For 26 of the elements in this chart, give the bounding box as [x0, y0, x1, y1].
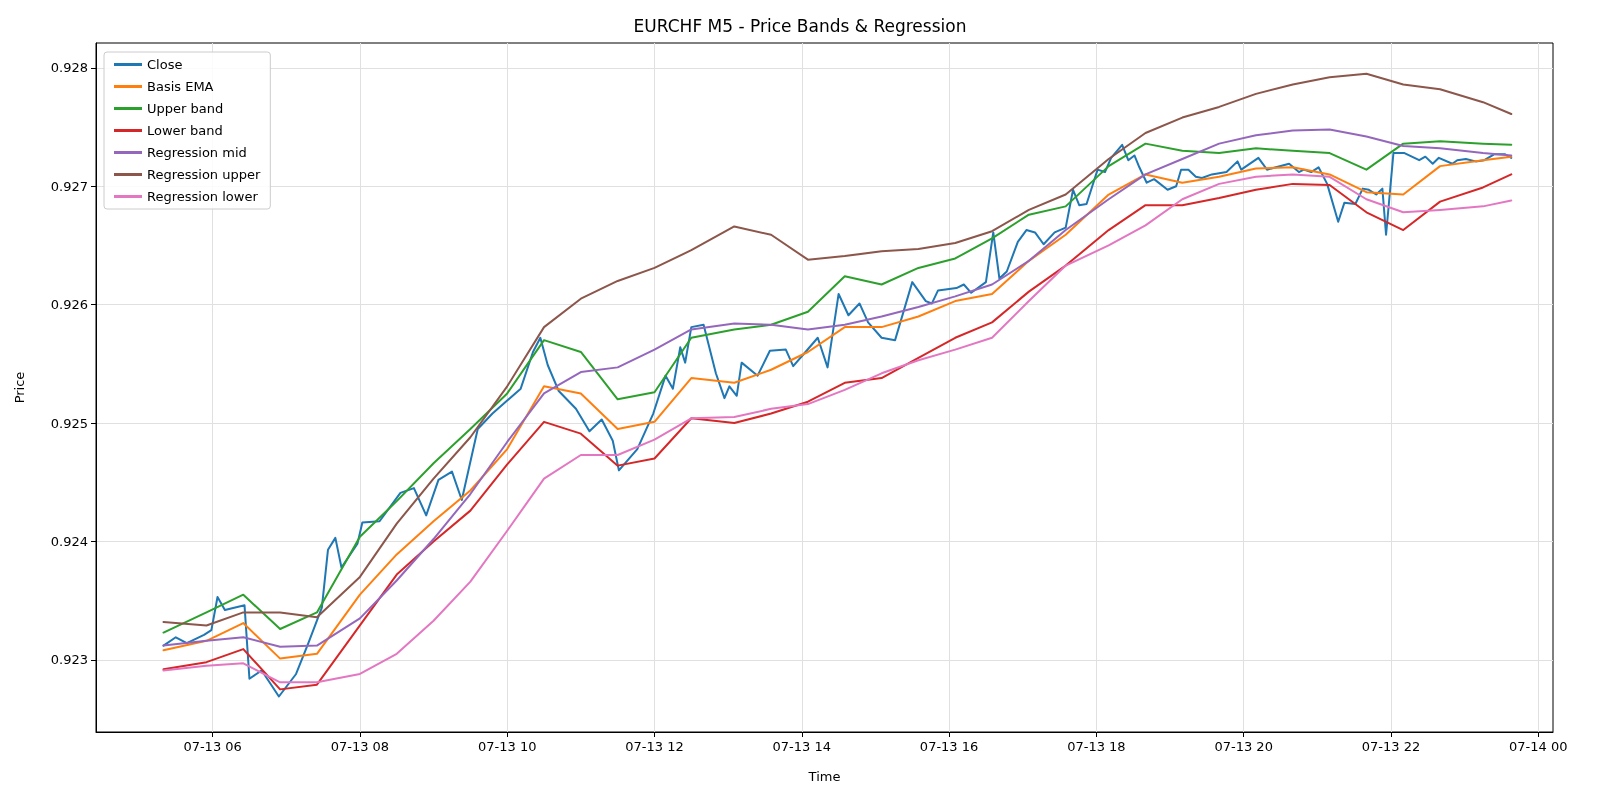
x-tick-label: 07-13 14	[772, 739, 832, 754]
x-tick-label: 07-13 08	[330, 739, 390, 754]
x-tick-label: 07-13 18	[1067, 739, 1126, 754]
chart-title: EURCHF M5 - Price Bands & Regression	[633, 15, 967, 36]
y-axis-title: Price	[12, 371, 27, 404]
y-tick-label: 0.927	[50, 178, 88, 194]
x-tick-label: 07-13 20	[1214, 739, 1273, 754]
y-tick-label: 0.924	[50, 533, 88, 549]
legend-label: Close	[147, 57, 183, 72]
x-tick-label: 07-13 06	[183, 739, 242, 754]
x-tick-label: 07-13 22	[1361, 739, 1421, 754]
legend-label: Basis EMA	[147, 79, 214, 94]
y-tick-label: 0.926	[50, 297, 88, 313]
legend-label: Regression upper	[147, 167, 261, 182]
x-tick-label: 07-13 16	[919, 739, 979, 754]
legend-label: Regression mid	[147, 145, 247, 160]
legend-label: Regression lower	[147, 189, 259, 204]
y-tick-label: 0.928	[50, 60, 88, 76]
y-tick-label: 0.925	[50, 415, 88, 431]
x-tick-label: 07-13 10	[477, 739, 537, 754]
y-tick-label: 0.923	[50, 652, 88, 668]
x-tick-label: 07-14 00	[1509, 739, 1568, 754]
x-tick-label: 07-13 12	[625, 739, 684, 754]
legend-label: Lower band	[147, 123, 223, 138]
legend-label: Upper band	[147, 101, 224, 116]
x-axis-title: Time	[807, 769, 841, 784]
